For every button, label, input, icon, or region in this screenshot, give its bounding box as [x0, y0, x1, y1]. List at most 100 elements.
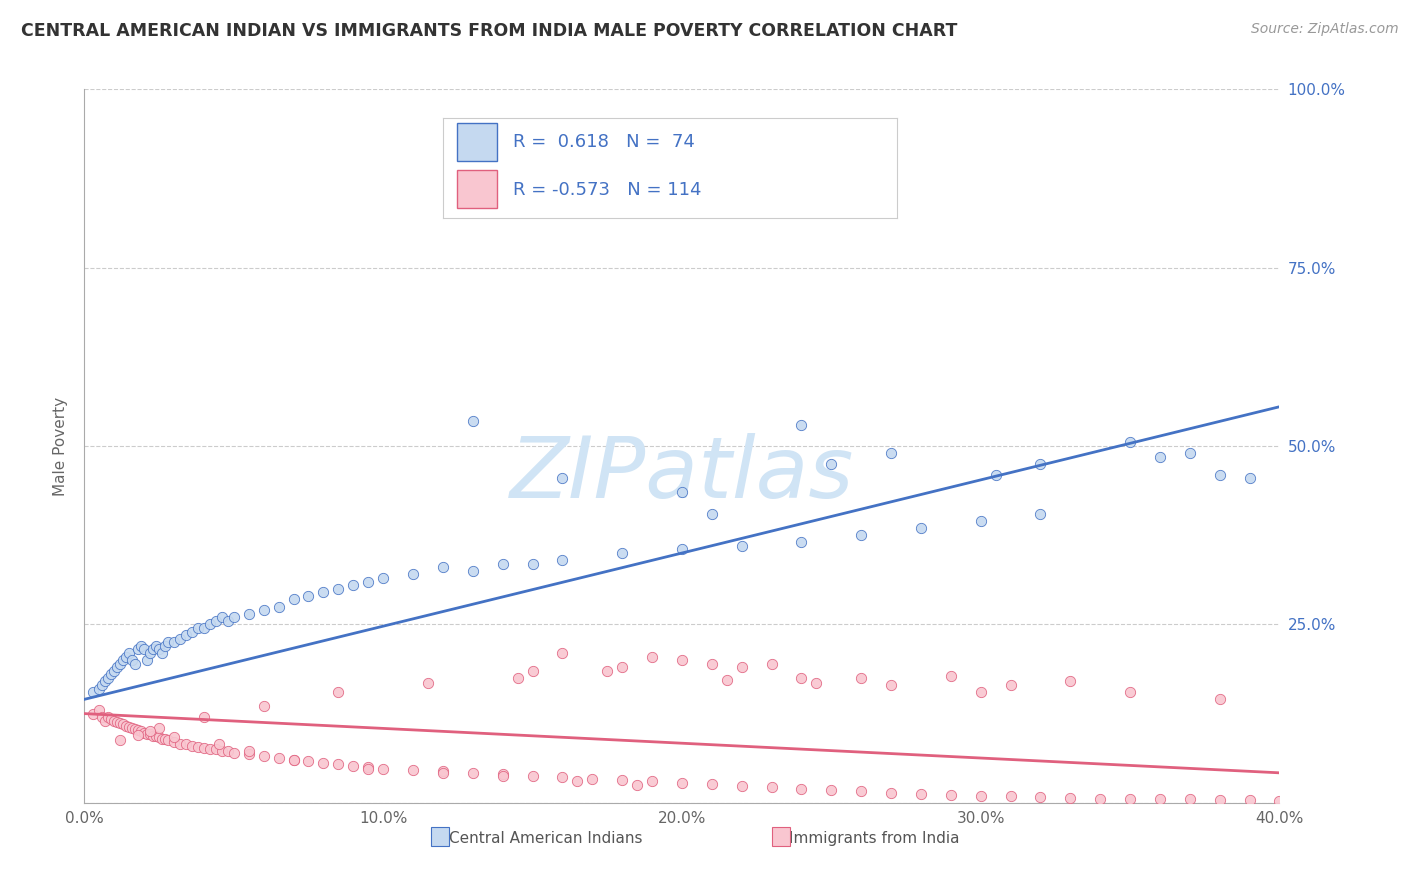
Point — [129, 724, 152, 739]
Point — [970, 685, 993, 699]
Point — [222, 610, 245, 624]
Point — [373, 571, 395, 585]
Point — [139, 724, 162, 739]
Point — [91, 678, 114, 692]
Point — [142, 729, 165, 743]
Point — [91, 710, 114, 724]
Point — [820, 783, 842, 797]
Point — [1119, 435, 1142, 450]
Point — [492, 769, 515, 783]
Point — [267, 751, 290, 765]
Point — [551, 471, 574, 485]
Point — [851, 671, 873, 685]
Point — [612, 772, 634, 787]
Point — [121, 653, 143, 667]
Point — [851, 528, 873, 542]
Point — [222, 746, 245, 760]
Point — [373, 762, 395, 776]
Point — [181, 624, 204, 639]
Point — [94, 714, 117, 728]
Point — [910, 521, 932, 535]
Point — [700, 777, 723, 791]
Point — [357, 760, 380, 774]
Point — [110, 657, 132, 671]
Point — [1239, 793, 1261, 807]
Point — [1029, 507, 1052, 521]
Point — [150, 731, 173, 746]
Point — [89, 681, 111, 696]
Text: Immigrants from India: Immigrants from India — [790, 831, 960, 846]
Point — [187, 621, 209, 635]
Point — [1119, 685, 1142, 699]
Point — [112, 653, 135, 667]
Point — [357, 762, 380, 776]
Point — [148, 721, 170, 735]
Text: R =  0.618   N =  74: R = 0.618 N = 74 — [513, 133, 695, 152]
Point — [105, 715, 128, 730]
Point — [193, 710, 215, 724]
Point — [342, 578, 364, 592]
Point — [136, 653, 159, 667]
Point — [716, 673, 738, 687]
Point — [790, 781, 813, 796]
Point — [880, 446, 903, 460]
Point — [150, 646, 173, 660]
Point — [129, 639, 152, 653]
Point — [1149, 792, 1171, 806]
Point — [97, 671, 120, 685]
Point — [1029, 790, 1052, 805]
Point — [342, 758, 364, 772]
Point — [82, 685, 104, 699]
Point — [432, 764, 454, 779]
Point — [157, 733, 180, 747]
Point — [1000, 678, 1022, 692]
Point — [1119, 791, 1142, 805]
Point — [103, 664, 125, 678]
Point — [253, 749, 276, 764]
Point — [522, 769, 544, 783]
Point — [461, 765, 484, 780]
Point — [110, 733, 132, 747]
Point — [671, 776, 693, 790]
Point — [283, 592, 305, 607]
Point — [641, 774, 664, 789]
Point — [153, 732, 176, 747]
Point — [139, 727, 162, 741]
Point — [139, 646, 162, 660]
Point — [328, 757, 350, 772]
Point — [461, 564, 484, 578]
Point — [105, 660, 128, 674]
Point — [132, 642, 156, 657]
Point — [1059, 790, 1081, 805]
Point — [1000, 789, 1022, 804]
Point — [700, 657, 723, 671]
Point — [492, 557, 515, 571]
Text: ZIPatlas: ZIPatlas — [510, 433, 853, 516]
Point — [163, 730, 186, 744]
Point — [217, 744, 239, 758]
Point — [82, 706, 104, 721]
Point — [163, 735, 186, 749]
Point — [127, 642, 149, 657]
Point — [100, 667, 122, 681]
Point — [187, 740, 209, 755]
Point — [112, 717, 135, 731]
Point — [1239, 471, 1261, 485]
Point — [118, 646, 141, 660]
Point — [174, 737, 197, 751]
Point — [731, 660, 754, 674]
Point — [671, 542, 693, 557]
Point — [121, 721, 143, 735]
Text: CENTRAL AMERICAN INDIAN VS IMMIGRANTS FROM INDIA MALE POVERTY CORRELATION CHART: CENTRAL AMERICAN INDIAN VS IMMIGRANTS FR… — [21, 22, 957, 40]
Point — [103, 714, 125, 728]
Point — [939, 788, 962, 802]
Point — [267, 599, 290, 614]
Point — [297, 755, 319, 769]
Point — [217, 614, 239, 628]
Point — [145, 639, 167, 653]
Point — [700, 507, 723, 521]
Point — [761, 657, 783, 671]
Point — [970, 789, 993, 803]
Point — [790, 535, 813, 549]
Point — [328, 582, 350, 596]
